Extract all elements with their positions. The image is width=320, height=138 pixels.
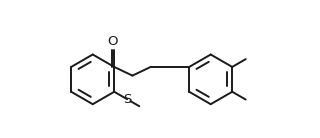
Text: O: O — [108, 35, 118, 48]
Text: S: S — [123, 93, 131, 106]
